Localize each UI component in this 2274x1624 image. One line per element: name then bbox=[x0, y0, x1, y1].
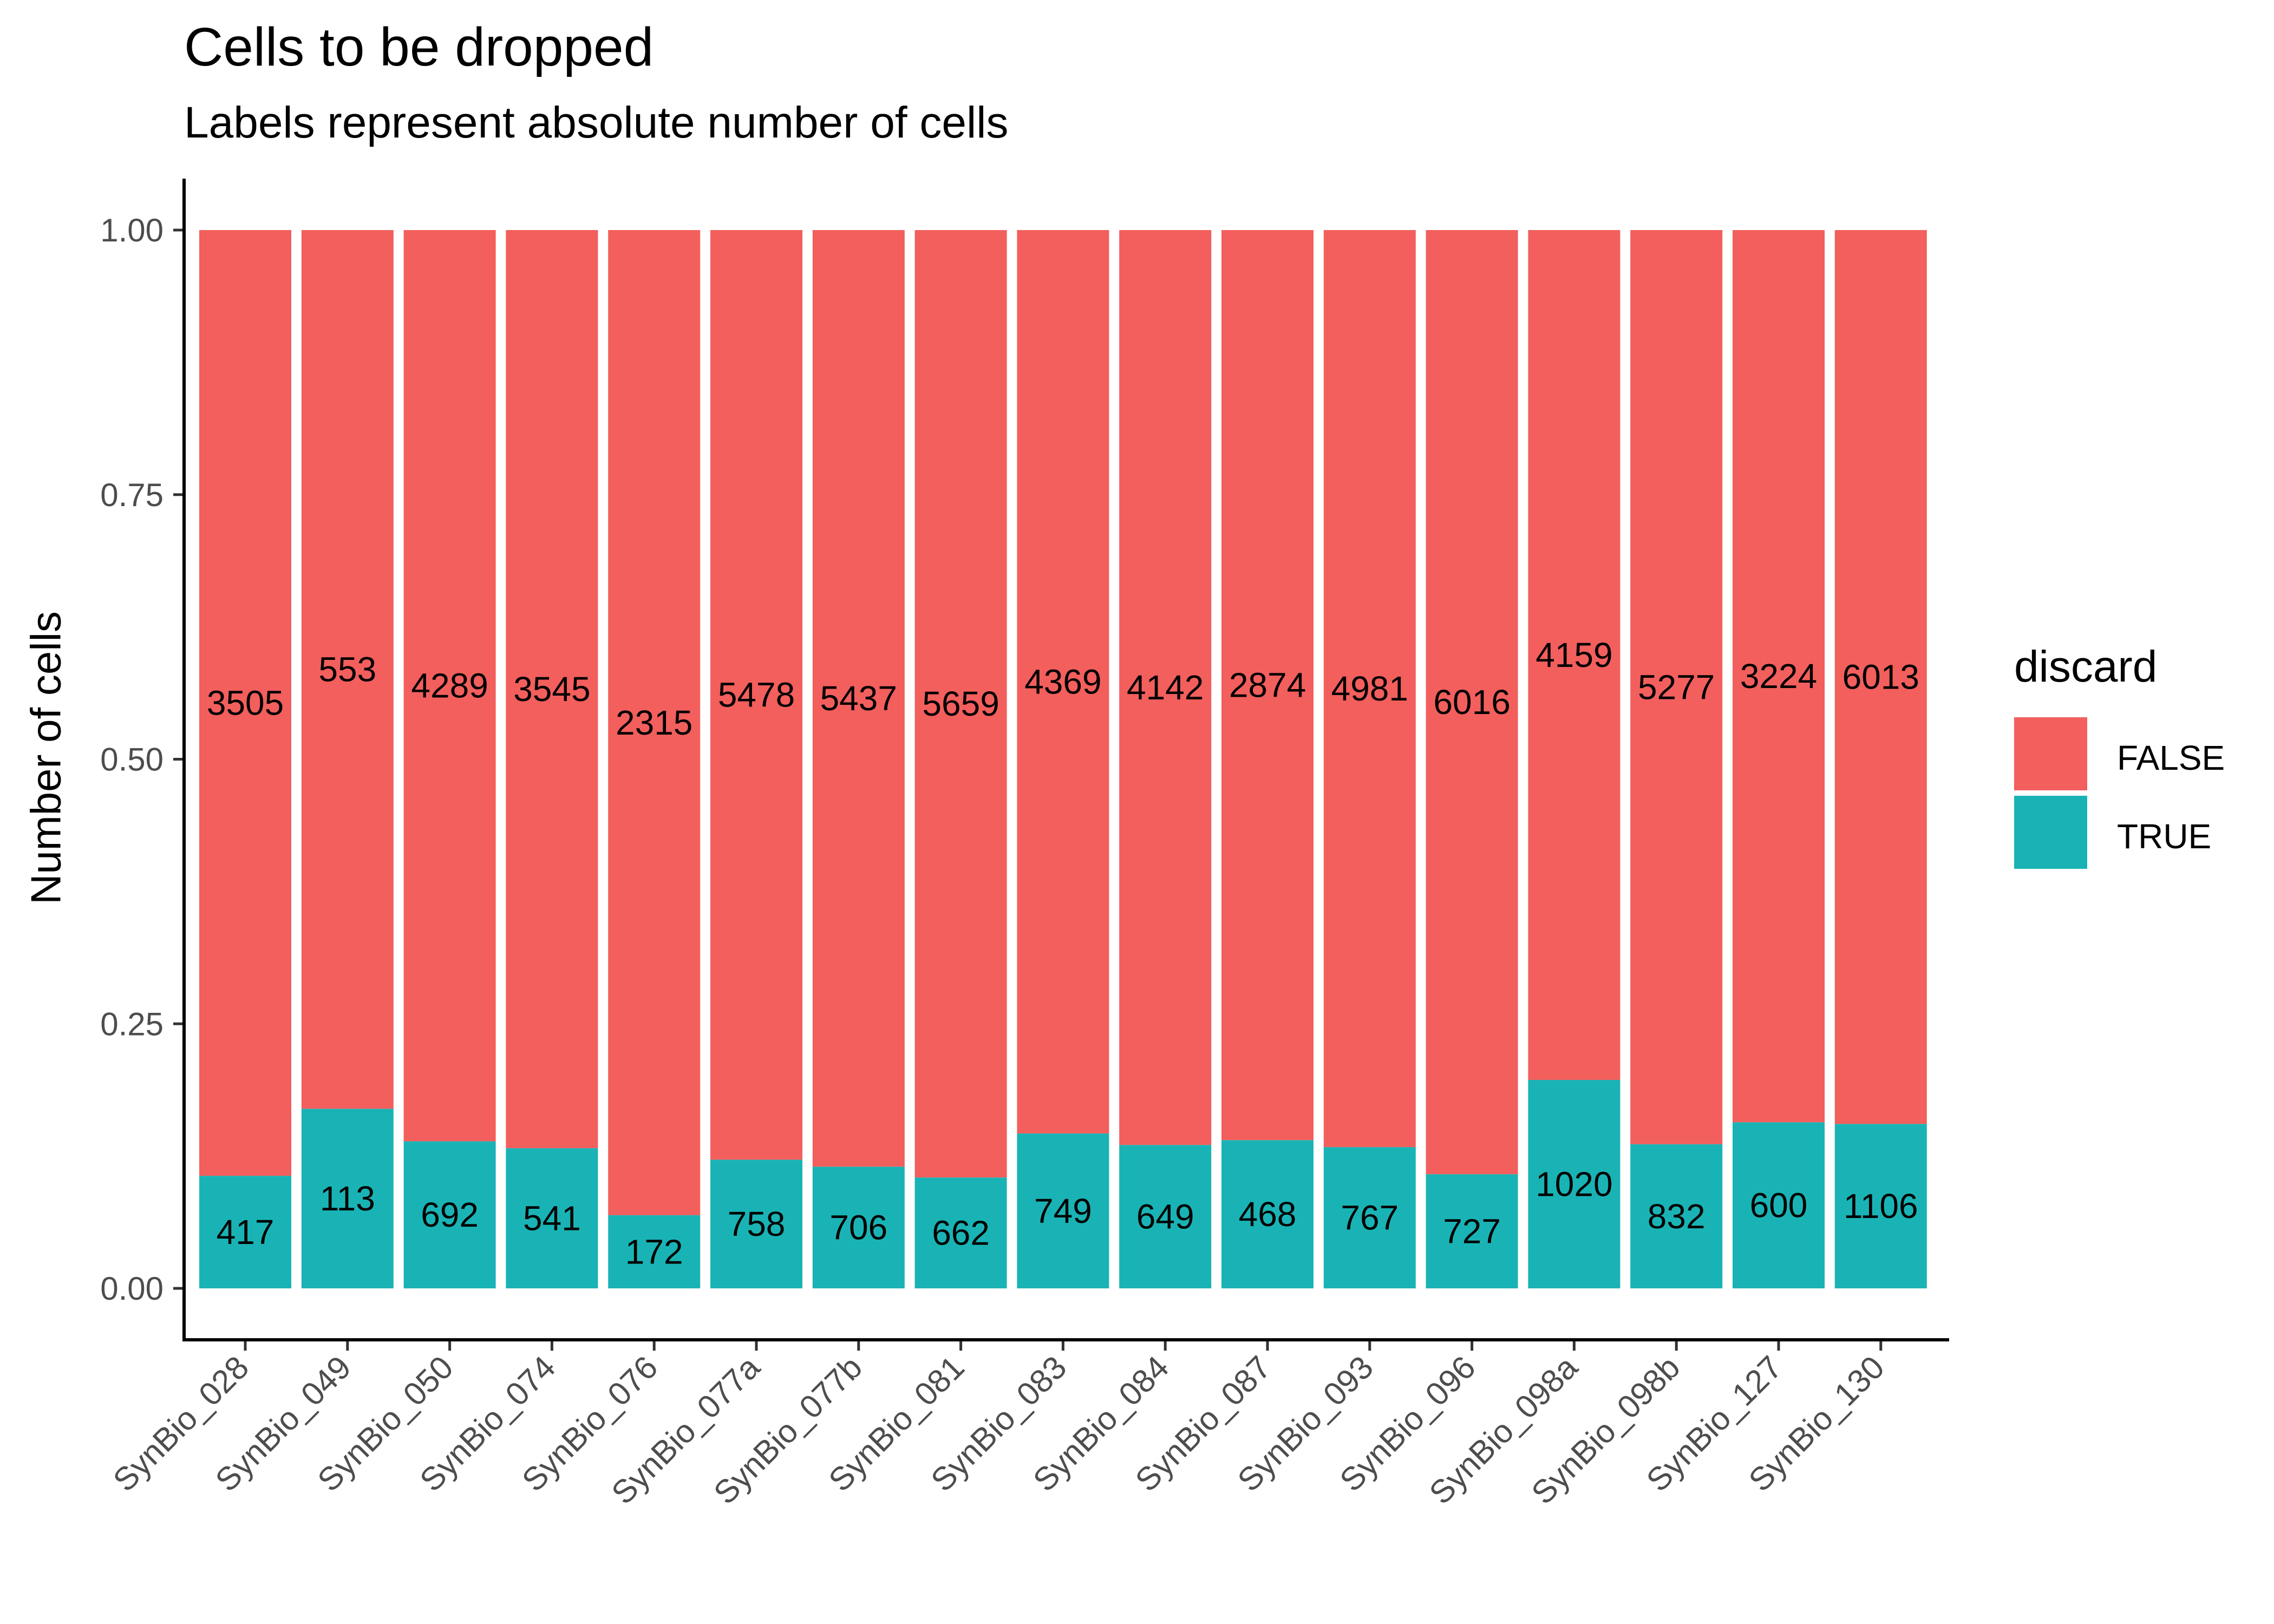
y-tick-label-1.00: 1.00 bbox=[100, 212, 164, 248]
data-label-true-SynBio_074: 541 bbox=[523, 1199, 581, 1238]
legend-title: discard bbox=[2014, 642, 2158, 691]
bar-false-SynBio_081 bbox=[914, 230, 1007, 1178]
data-label-false-SynBio_077a: 5478 bbox=[718, 676, 795, 715]
bar-true-SynBio_098a bbox=[1528, 1079, 1620, 1288]
data-label-true-SynBio_081: 662 bbox=[932, 1214, 990, 1253]
data-label-false-SynBio_130: 6013 bbox=[1842, 658, 1919, 697]
bar-false-SynBio_049 bbox=[301, 230, 394, 1109]
data-label-true-SynBio_127: 600 bbox=[1750, 1186, 1808, 1225]
data-label-true-SynBio_077a: 758 bbox=[728, 1204, 786, 1243]
data-label-true-SynBio_049: 113 bbox=[320, 1179, 375, 1218]
bar-true-SynBio_049 bbox=[301, 1109, 394, 1288]
data-label-false-SynBio_076: 2315 bbox=[616, 703, 692, 742]
legend-label-true: TRUE bbox=[2117, 817, 2212, 856]
bar-true-SynBio_127 bbox=[1733, 1122, 1825, 1288]
data-label-true-SynBio_087: 468 bbox=[1239, 1195, 1297, 1234]
data-label-false-SynBio_093: 4981 bbox=[1331, 669, 1408, 708]
y-tick-label-0.00: 0.00 bbox=[100, 1271, 164, 1307]
bar-false-SynBio_098a bbox=[1528, 230, 1620, 1080]
bar-true-SynBio_050 bbox=[403, 1141, 496, 1288]
bar-true-SynBio_087 bbox=[1221, 1140, 1314, 1288]
data-label-true-SynBio_096: 727 bbox=[1443, 1212, 1501, 1251]
bar-false-SynBio_077b bbox=[812, 230, 905, 1167]
bar-true-SynBio_081 bbox=[914, 1177, 1007, 1288]
bar-true-SynBio_076 bbox=[608, 1215, 701, 1288]
data-label-false-SynBio_127: 3224 bbox=[1740, 657, 1817, 696]
data-label-false-SynBio_049: 553 bbox=[318, 650, 376, 689]
legend-label-false: FALSE bbox=[2117, 738, 2225, 777]
bar-false-SynBio_084 bbox=[1119, 230, 1212, 1145]
bar-true-SynBio_077a bbox=[710, 1160, 802, 1288]
bar-false-SynBio_093 bbox=[1323, 230, 1416, 1148]
data-label-false-SynBio_084: 4142 bbox=[1127, 668, 1204, 707]
bar-false-SynBio_074 bbox=[506, 230, 598, 1149]
bar-true-SynBio_096 bbox=[1426, 1174, 1518, 1288]
legend-item-true: TRUE bbox=[2014, 796, 2242, 872]
bar-true-SynBio_077b bbox=[812, 1167, 905, 1288]
data-label-true-SynBio_084: 649 bbox=[1136, 1197, 1194, 1236]
bar-true-SynBio_074 bbox=[506, 1148, 598, 1288]
chart-subtitle: Labels represent absolute number of cell… bbox=[184, 98, 1009, 147]
bar-false-SynBio_083 bbox=[1017, 230, 1109, 1134]
chart-title: Cells to be dropped bbox=[184, 17, 654, 77]
y-tick-label-0.75: 0.75 bbox=[100, 477, 164, 513]
bar-true-SynBio_083 bbox=[1017, 1133, 1109, 1288]
bar-false-SynBio_130 bbox=[1834, 230, 1927, 1124]
bar-false-SynBio_028 bbox=[199, 230, 291, 1176]
bar-true-SynBio_028 bbox=[199, 1176, 291, 1288]
bar-false-SynBio_076 bbox=[608, 230, 701, 1215]
data-label-true-SynBio_098b: 832 bbox=[1648, 1197, 1706, 1236]
data-label-false-SynBio_077b: 5437 bbox=[820, 679, 897, 718]
data-label-true-SynBio_028: 417 bbox=[217, 1213, 275, 1252]
legend-swatch-false bbox=[2014, 717, 2087, 790]
bar-false-SynBio_050 bbox=[403, 230, 496, 1142]
bar-false-SynBio_098b bbox=[1630, 230, 1723, 1144]
data-label-true-SynBio_093: 767 bbox=[1341, 1199, 1399, 1237]
data-label-false-SynBio_098a: 4159 bbox=[1535, 636, 1612, 675]
data-label-false-SynBio_098b: 5277 bbox=[1638, 667, 1715, 706]
data-label-false-SynBio_096: 6016 bbox=[1433, 683, 1510, 722]
data-label-true-SynBio_077b: 706 bbox=[829, 1208, 887, 1247]
data-label-false-SynBio_028: 3505 bbox=[207, 684, 284, 723]
bar-true-SynBio_084 bbox=[1119, 1145, 1212, 1288]
bar-false-SynBio_087 bbox=[1221, 230, 1314, 1141]
data-label-true-SynBio_050: 692 bbox=[421, 1195, 479, 1234]
data-label-false-SynBio_050: 4289 bbox=[411, 666, 488, 705]
data-label-false-SynBio_074: 3545 bbox=[513, 670, 590, 709]
legend-swatch-true bbox=[2014, 796, 2087, 869]
data-label-true-SynBio_098a: 1020 bbox=[1535, 1164, 1612, 1203]
data-label-false-SynBio_081: 5659 bbox=[922, 684, 999, 723]
bar-true-SynBio_093 bbox=[1323, 1147, 1416, 1288]
y-tick-label-0.50: 0.50 bbox=[100, 742, 164, 778]
bar-true-SynBio_130 bbox=[1834, 1124, 1927, 1288]
legend-item-false: FALSE bbox=[2014, 717, 2242, 793]
bar-false-SynBio_077a bbox=[710, 230, 802, 1160]
y-tick-label-0.25: 0.25 bbox=[100, 1006, 164, 1042]
bar-false-SynBio_096 bbox=[1426, 230, 1518, 1175]
bar-true-SynBio_098b bbox=[1630, 1144, 1723, 1288]
data-label-true-SynBio_130: 1106 bbox=[1844, 1187, 1918, 1226]
data-label-false-SynBio_087: 2874 bbox=[1229, 666, 1306, 705]
data-label-true-SynBio_083: 749 bbox=[1034, 1191, 1092, 1230]
data-label-true-SynBio_076: 172 bbox=[625, 1232, 683, 1271]
data-label-false-SynBio_083: 4369 bbox=[1024, 662, 1101, 701]
bar-false-SynBio_127 bbox=[1733, 230, 1825, 1123]
